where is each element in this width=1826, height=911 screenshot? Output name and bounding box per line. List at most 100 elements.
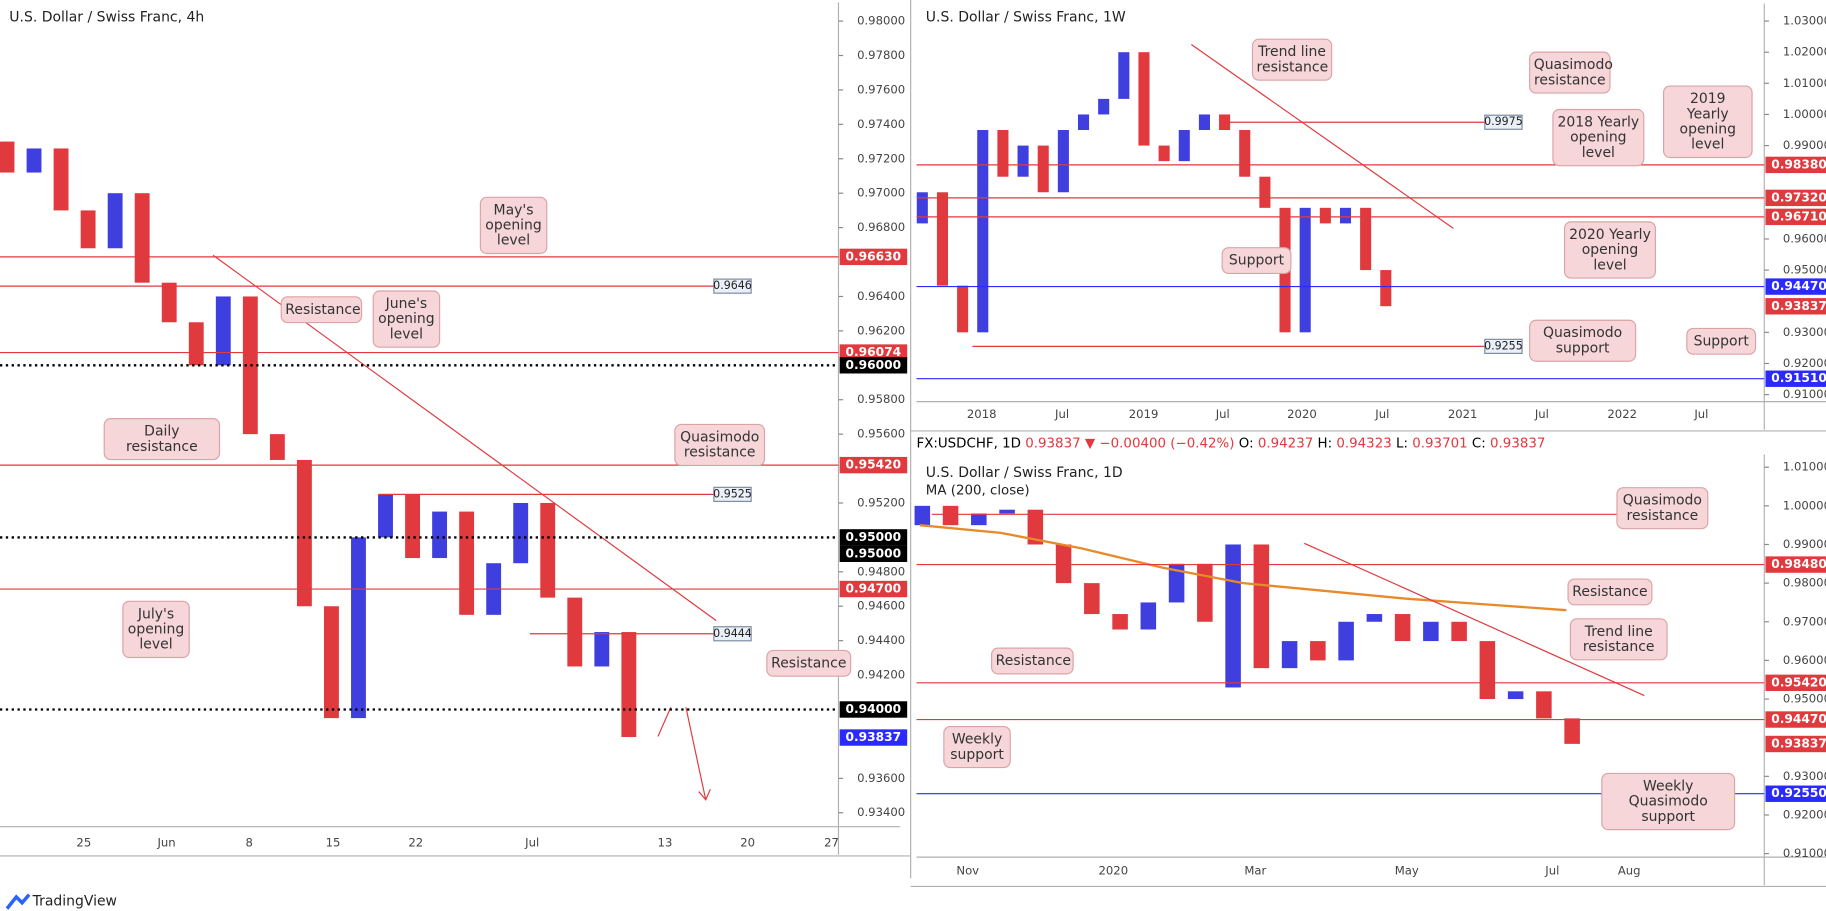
x-tick-label: Jul <box>1544 864 1559 878</box>
candle-body <box>1366 614 1383 622</box>
candle-body <box>1118 52 1130 99</box>
header-text: FX:USDCHF, 1D <box>916 434 1021 451</box>
price-tag <box>1765 785 1826 802</box>
header-text: 0.94237 <box>1257 434 1314 451</box>
ma-legend: MA (200, close) <box>926 484 1030 499</box>
callout: 2018 Yearly opening level <box>1552 108 1645 167</box>
candle-body <box>621 632 637 738</box>
candle-body <box>351 537 366 719</box>
y-tick-label: 0.97800 <box>857 48 905 62</box>
price-tag <box>839 357 908 374</box>
candle-body <box>134 193 150 283</box>
price-tag <box>1765 278 1826 295</box>
y-tick-label: 1.01000 <box>1783 76 1826 90</box>
note-box <box>1484 338 1523 354</box>
y-tick-label: 1.02000 <box>1783 45 1826 59</box>
candle-body <box>999 509 1015 514</box>
note-box <box>713 278 752 294</box>
price-tag-label: 0.98380 <box>1771 157 1826 171</box>
callout: Trend line resistance <box>1569 618 1668 661</box>
price-tag <box>839 344 908 361</box>
price-tag <box>1765 556 1826 573</box>
candle-body <box>26 148 42 173</box>
y-tick-label: 0.95600 <box>857 427 905 441</box>
candle-body <box>1423 621 1439 642</box>
x-tick-label: 2018 <box>967 407 997 421</box>
note-label: 0.9444 <box>713 627 752 640</box>
y-tick-label: 1.01000 <box>1783 460 1826 474</box>
x-tick-label: 2020 <box>1099 864 1129 878</box>
header-text: 0.94323 <box>1336 434 1392 451</box>
candle-body <box>1564 718 1580 744</box>
price-tag <box>1765 735 1826 753</box>
candle-body <box>378 494 393 538</box>
candle-body <box>1098 98 1110 115</box>
candle-body <box>1197 563 1213 622</box>
callout: Resistance <box>280 296 363 324</box>
candle-body <box>936 192 949 286</box>
logo <box>5 893 31 910</box>
candle-body <box>53 148 69 211</box>
arrow <box>657 707 672 737</box>
candle-body <box>540 502 556 598</box>
price-tag-label: 0.95420 <box>845 458 901 472</box>
candle-body <box>1299 207 1311 333</box>
y-tick-label: 0.97400 <box>857 117 905 131</box>
price-tag-label: 0.96000 <box>845 358 901 372</box>
y-tick-label: 0.98000 <box>857 14 905 28</box>
callout: Daily resistance <box>103 418 221 461</box>
x-tick-label: Aug <box>1618 864 1641 878</box>
callout: Resistance <box>991 647 1074 675</box>
candle-body <box>161 282 177 323</box>
callout: Support <box>1221 247 1292 275</box>
candle-body <box>1451 621 1467 642</box>
price-tag <box>839 456 908 474</box>
candle-body <box>1360 207 1372 271</box>
candle-body <box>513 502 529 564</box>
candle-body <box>1168 563 1185 603</box>
note-label: 0.9255 <box>1484 339 1523 352</box>
candle-body <box>1055 544 1072 584</box>
y-tick-label: 0.96800 <box>857 220 905 234</box>
y-tick-label: 0.94200 <box>857 668 905 682</box>
callout: May's opening level <box>479 196 548 255</box>
candle-body <box>324 606 339 719</box>
y-tick-label: 0.95200 <box>857 495 905 509</box>
price-tag <box>839 701 908 718</box>
callout: Weekly support <box>943 725 1011 769</box>
candle-body <box>957 285 969 333</box>
price-tag-label: 0.94000 <box>845 702 901 716</box>
note-box <box>1484 114 1523 130</box>
y-tick-label: 0.97200 <box>857 151 905 165</box>
x-tick-label: Jul <box>1054 407 1069 421</box>
header-text: 0.93837 <box>1025 434 1081 451</box>
price-tag <box>1765 156 1826 174</box>
y-tick-label: 1.03000 <box>1783 14 1826 28</box>
candle-body <box>188 322 204 366</box>
candle-body <box>1319 207 1331 224</box>
price-tag <box>1765 674 1826 692</box>
callout: Quasimodo resistance <box>1616 487 1709 530</box>
candle-body <box>916 192 928 224</box>
y-tick-label: 0.97000 <box>1783 614 1826 628</box>
x-tick-label: Jul <box>1374 407 1389 421</box>
candle-body <box>1507 691 1524 700</box>
candle-body <box>1140 602 1157 630</box>
x-tick-label: 15 <box>326 836 341 850</box>
callout: Quasimodo resistance <box>674 423 766 467</box>
note-label: 0.9525 <box>713 487 752 500</box>
candle-body <box>1037 145 1049 193</box>
candle-body <box>1310 641 1326 661</box>
callout: 2020 Yearly opening level <box>1563 221 1656 279</box>
y-tick-label: 0.95000 <box>1783 263 1826 277</box>
candle-body <box>80 210 96 249</box>
callout: Support <box>1686 327 1757 355</box>
price-tag-label: 0.93837 <box>1771 299 1826 313</box>
price-tag-label: 0.96074 <box>845 345 901 359</box>
header-text: C: <box>1471 434 1486 451</box>
y-tick-label: 0.91000 <box>1783 387 1826 401</box>
